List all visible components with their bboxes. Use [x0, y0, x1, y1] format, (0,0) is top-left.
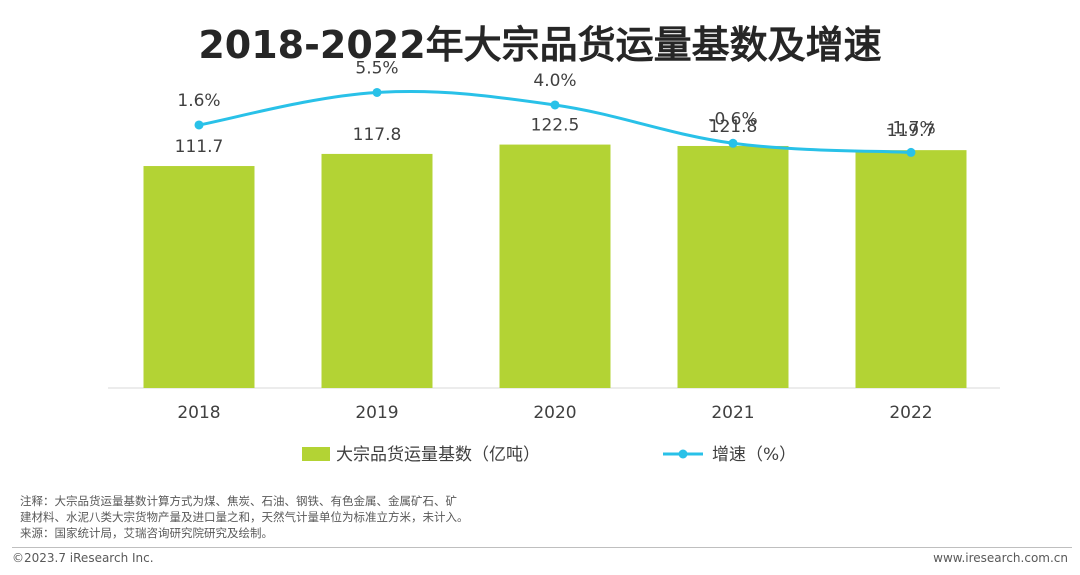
- x-tick-label-2020: 2020: [533, 403, 576, 423]
- x-tick-label-2022: 2022: [889, 403, 932, 423]
- source-line: 来源：国家统计局，艾瑞咨询研究院研究及绘制。: [20, 526, 273, 540]
- bar-value-label-2022: 119.7: [887, 121, 936, 141]
- copyright-text: ©2023.7 iResearch Inc.: [12, 551, 154, 565]
- growth-point-2018: [194, 120, 204, 130]
- growth-point-2021: [728, 138, 738, 148]
- bar-2018: [143, 166, 255, 388]
- growth-point-2022: [906, 147, 916, 157]
- legend-line-marker: [678, 449, 688, 459]
- x-tick-label-2019: 2019: [355, 403, 398, 423]
- note-line-2: 建材料、水泥八类大宗货物产量及进口量之和，天然气计量单位为标准立方米，未计入。: [20, 510, 469, 524]
- bar-2022: [855, 150, 967, 388]
- growth-label-2020: 4.0%: [533, 71, 576, 91]
- legend-line-label: 增速（%）: [712, 445, 796, 465]
- bar-value-label-2018: 111.7: [175, 137, 224, 157]
- bar-value-label-2021: 121.8: [709, 117, 758, 137]
- legend-bar-swatch: [302, 447, 330, 461]
- bar-2020: [499, 144, 611, 388]
- website-link[interactable]: www.iresearch.com.cn: [933, 551, 1068, 565]
- growth-label-2019: 5.5%: [355, 58, 398, 78]
- legend-bar-label: 大宗品货运量基数（亿吨）: [336, 445, 540, 465]
- growth-point-2020: [550, 100, 560, 110]
- chart-notes: 注释：大宗品货运量基数计算方式为煤、焦炭、石油、钢铁、有色金属、金属矿石、矿 建…: [20, 493, 469, 541]
- chart-canvas: 111.7 117.8 122.5 121.8 119.7 2018 2019 2020 20…: [108, 58, 1000, 465]
- growth-label-2021: -0.6%: [708, 109, 757, 129]
- growth-label-2022: -1.7%: [886, 118, 935, 138]
- chart-title: 2018-2022年大宗品货运量基数及增速: [198, 23, 882, 67]
- growth-point-2019: [372, 87, 382, 97]
- growth-label-2018: 1.6%: [177, 91, 220, 111]
- x-tick-label-2018: 2018: [177, 403, 220, 423]
- bar-2019: [321, 153, 433, 388]
- bar-value-label-2019: 117.8: [353, 125, 402, 145]
- footer-divider: [12, 547, 1072, 548]
- note-line-1: 注释：大宗品货运量基数计算方式为煤、焦炭、石油、钢铁、有色金属、金属矿石、矿: [20, 494, 457, 508]
- x-tick-label-2021: 2021: [711, 403, 754, 423]
- bar-value-label-2020: 122.5: [531, 116, 580, 136]
- bar-2021: [677, 145, 789, 388]
